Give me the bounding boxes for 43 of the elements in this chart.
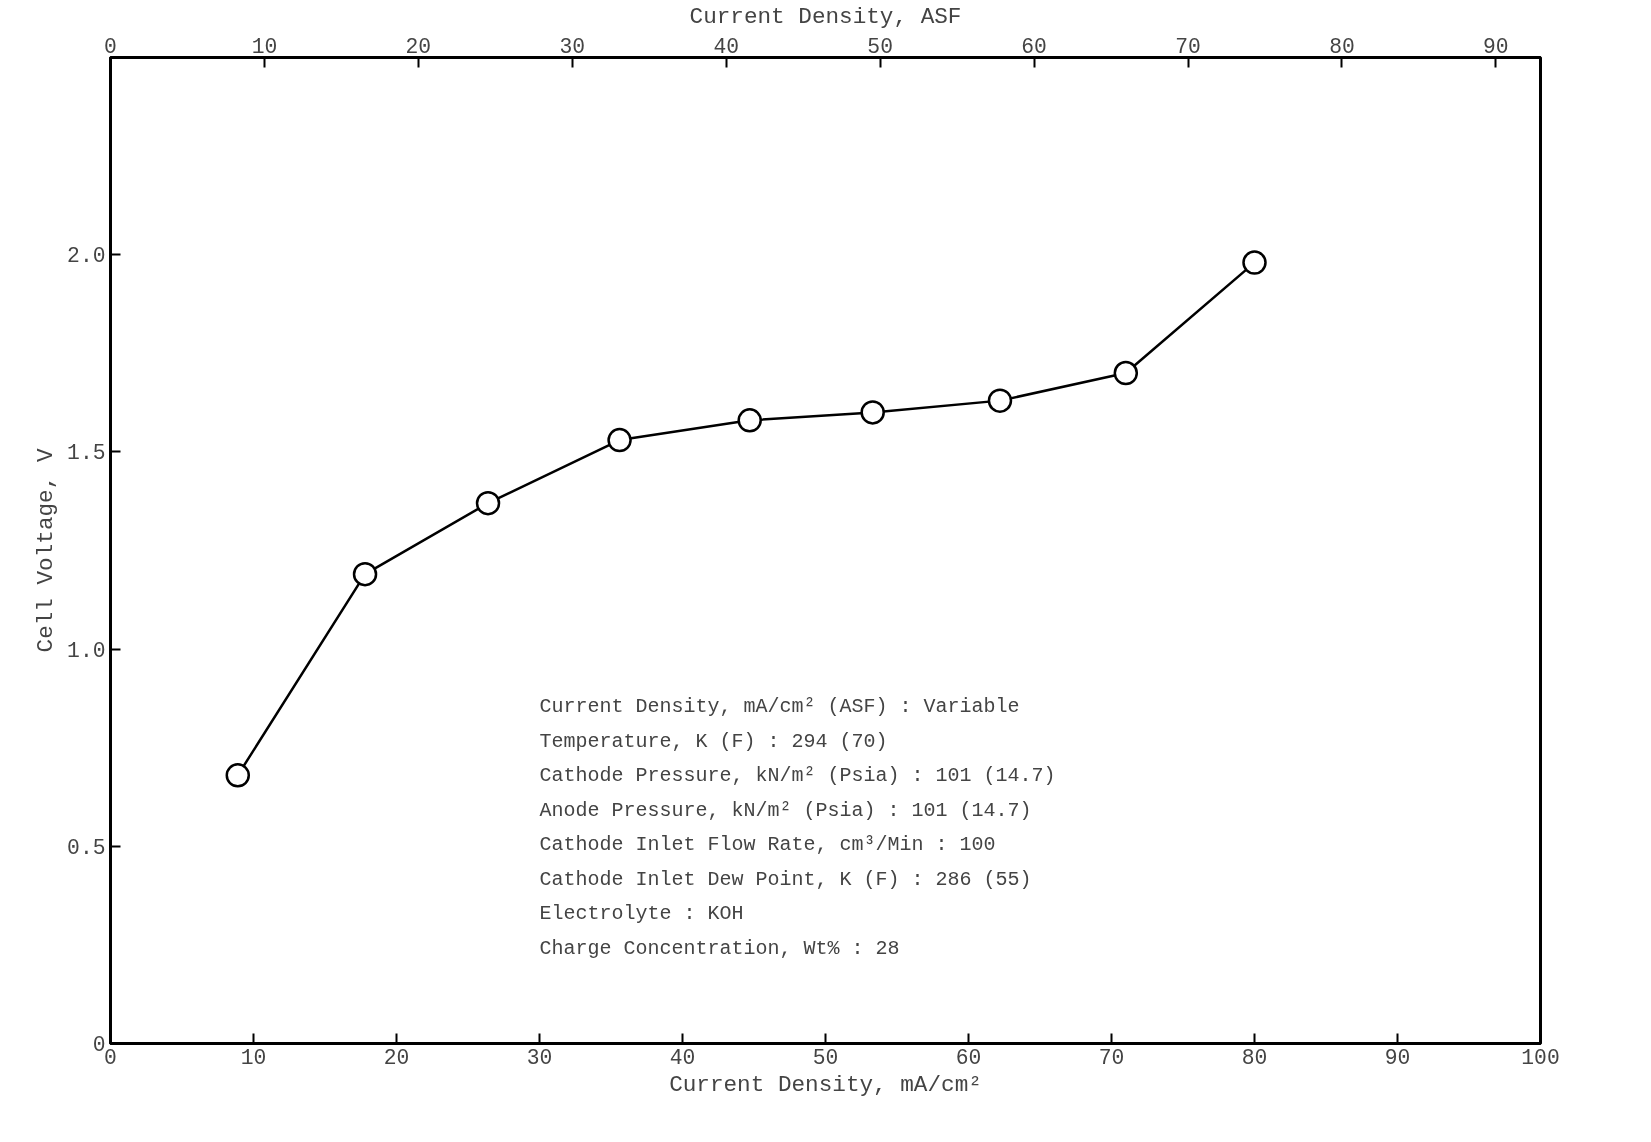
x-tick-label: 100 [1521, 1045, 1560, 1070]
annotation: Electrolyte : KOH [539, 902, 744, 926]
x2-axis-title: Current Density, ASF [689, 3, 962, 30]
point [737, 408, 762, 433]
point [860, 400, 885, 425]
x-tick-label: 20 [383, 1045, 410, 1070]
x-axis-title: Current Density, mA/cm² [669, 1071, 982, 1098]
x-tick-label: 70 [1098, 1045, 1125, 1070]
y-tick-label: 2.0 [67, 244, 106, 269]
annotation: Charge Concentration, Wt% : 28 [539, 936, 900, 960]
y-axis-title: Cell Voltage, V [33, 448, 60, 653]
annotation: Current Density, mA/cm² (ASF) : Variable [539, 695, 1020, 719]
point [475, 490, 501, 516]
x-tick-label: 50 [812, 1045, 839, 1070]
y-tick-label: 1.5 [67, 441, 106, 466]
point [1242, 250, 1267, 275]
x2-tick-label: 10 [251, 34, 278, 59]
x-tick-label: 90 [1384, 1045, 1411, 1070]
point [987, 388, 1013, 413]
y-tick-label: 1.0 [67, 638, 106, 663]
y-tick-label: 0.5 [67, 835, 106, 860]
annotation: Cathode Pressure, kN/m² (Psia) : 101 (14.7) [539, 764, 1056, 788]
x-tick-label: 60 [955, 1045, 982, 1070]
point [352, 561, 378, 587]
x2-tick-label: 40 [713, 34, 740, 59]
point [607, 427, 632, 453]
x2-tick-label: 50 [867, 34, 893, 59]
x-tick-label: 10 [240, 1045, 267, 1070]
annotation: Cathode Inlet Dew Point, K (F) : 286 (55) [539, 867, 1032, 891]
x2-tick-label: 80 [1329, 34, 1355, 59]
point [225, 763, 251, 788]
annotation: Temperature, K (F) : 294 (70) [539, 729, 888, 753]
x2-tick-label: 90 [1483, 34, 1509, 59]
annotation: Cathode Inlet Flow Rate, cm³/Min : 100 [539, 833, 996, 857]
x-tick-label: 30 [526, 1045, 553, 1070]
x-tick-label: 80 [1241, 1045, 1268, 1070]
x2-tick-label: 60 [1021, 34, 1047, 59]
point [1113, 360, 1139, 386]
x2-tick-label: 30 [559, 34, 586, 59]
annotation: Anode Pressure, kN/m² (Psia) : 101 (14.7) [539, 798, 1032, 822]
x2-tick-label: 70 [1175, 34, 1201, 59]
x-tick-label: 40 [669, 1045, 696, 1070]
x2-tick-label: 20 [405, 34, 432, 59]
